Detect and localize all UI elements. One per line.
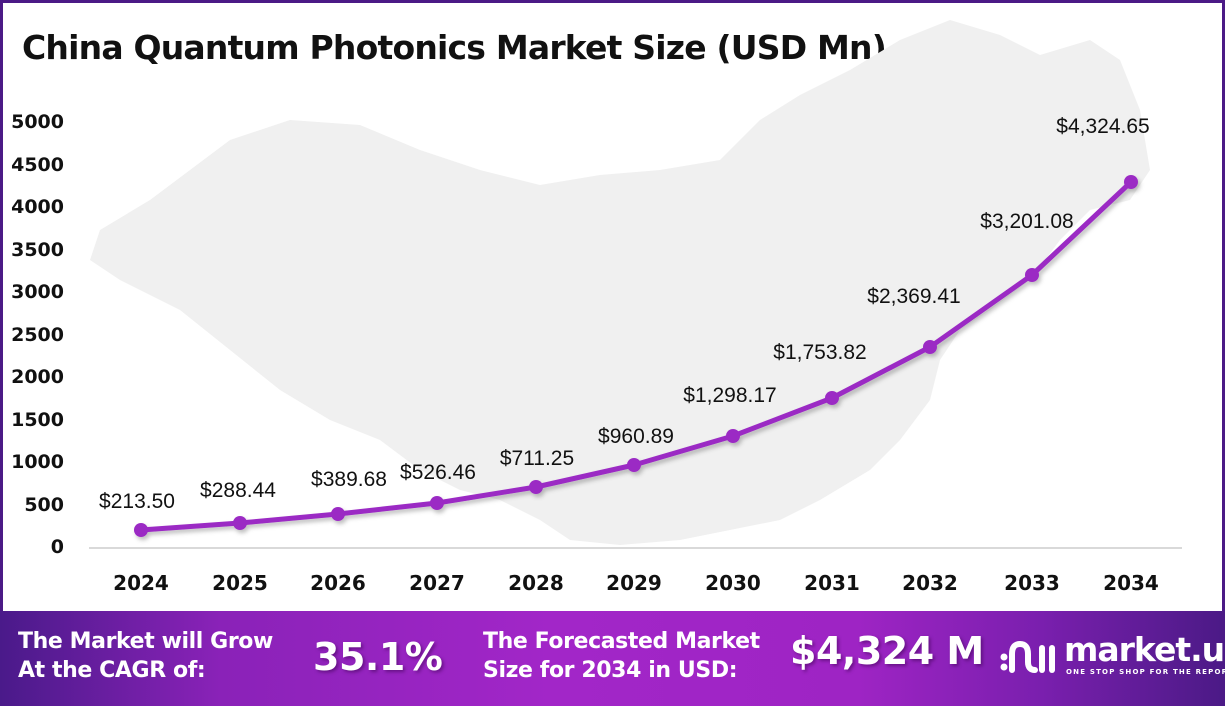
- y-tick: 3500: [11, 239, 64, 261]
- y-tick: 2500: [11, 324, 64, 346]
- data-point[interactable]: [430, 496, 444, 510]
- data-point[interactable]: [726, 429, 740, 443]
- x-tick: 2026: [310, 571, 366, 595]
- x-tick: 2032: [902, 571, 958, 595]
- data-point[interactable]: [134, 523, 148, 537]
- x-tick: 2028: [508, 571, 564, 595]
- data-label: $389.68: [311, 468, 387, 491]
- x-tick: 2024: [113, 571, 169, 595]
- y-tick: 5000: [11, 111, 64, 133]
- data-label: $2,369.41: [867, 285, 960, 308]
- x-axis: 2024 2025 2026 2027 2028 2029 2030 2031 …: [113, 571, 1159, 595]
- chart-title: China Quantum Photonics Market Size (USD…: [22, 28, 887, 67]
- y-axis: 0 500 1000 1500 2000 2500 3000 3500 4000…: [11, 111, 64, 558]
- series-line: [134, 175, 1138, 537]
- data-point[interactable]: [529, 480, 543, 494]
- data-label: $213.50: [99, 490, 175, 513]
- x-tick: 2027: [409, 571, 465, 595]
- market-us-logo-icon: [1000, 640, 1055, 673]
- data-point[interactable]: [233, 516, 247, 530]
- china-map-background: [90, 20, 1150, 545]
- data-point[interactable]: [1025, 268, 1039, 282]
- data-label: $3,201.08: [980, 210, 1073, 233]
- forecast-caption: The Forecasted Market Size for 2034 in U…: [483, 629, 760, 683]
- x-tick: 2030: [705, 571, 761, 595]
- y-tick: 3000: [11, 281, 64, 303]
- data-label: $4,324.65: [1056, 115, 1149, 138]
- x-tick: 2025: [212, 571, 268, 595]
- data-point[interactable]: [627, 458, 641, 472]
- y-tick: 500: [24, 494, 64, 516]
- cagr-caption: The Market will Grow At the CAGR of:: [18, 629, 273, 683]
- data-label: $960.89: [598, 425, 674, 448]
- data-label: $1,753.82: [773, 341, 866, 364]
- brand-tagline: ONE STOP SHOP FOR THE REPORTS: [1066, 668, 1225, 676]
- y-tick: 1000: [11, 451, 64, 473]
- line-chart: 0 500 1000 1500 2000 2500 3000 3500 4000…: [11, 20, 1182, 595]
- x-tick: 2033: [1004, 571, 1060, 595]
- data-label: $1,298.17: [683, 384, 776, 407]
- data-labels: $213.50 $288.44 $389.68 $526.46 $711.25 …: [99, 115, 1150, 513]
- y-tick: 0: [51, 536, 64, 558]
- data-point[interactable]: [923, 340, 937, 354]
- data-point[interactable]: [825, 391, 839, 405]
- x-tick: 2029: [606, 571, 662, 595]
- data-label: $288.44: [200, 479, 276, 502]
- summary-banner: The Market will Grow At the CAGR of: 35.…: [0, 611, 1225, 706]
- forecast-value: $4,324 M: [790, 629, 984, 673]
- y-tick: 2000: [11, 366, 64, 388]
- market-us-logo[interactable]: market.us ONE STOP SHOP FOR THE REPORTS: [998, 630, 1225, 680]
- x-tick: 2034: [1103, 571, 1159, 595]
- data-point[interactable]: [331, 507, 345, 521]
- data-label: $526.46: [400, 461, 476, 484]
- data-point[interactable]: [1124, 175, 1138, 189]
- y-tick: 4500: [11, 154, 64, 176]
- cagr-value: 35.1%: [313, 635, 443, 679]
- x-tick: 2031: [804, 571, 860, 595]
- data-label: $711.25: [500, 447, 574, 470]
- brand-name: market.us: [1064, 630, 1225, 669]
- y-tick: 1500: [11, 409, 64, 431]
- y-tick: 4000: [11, 196, 64, 218]
